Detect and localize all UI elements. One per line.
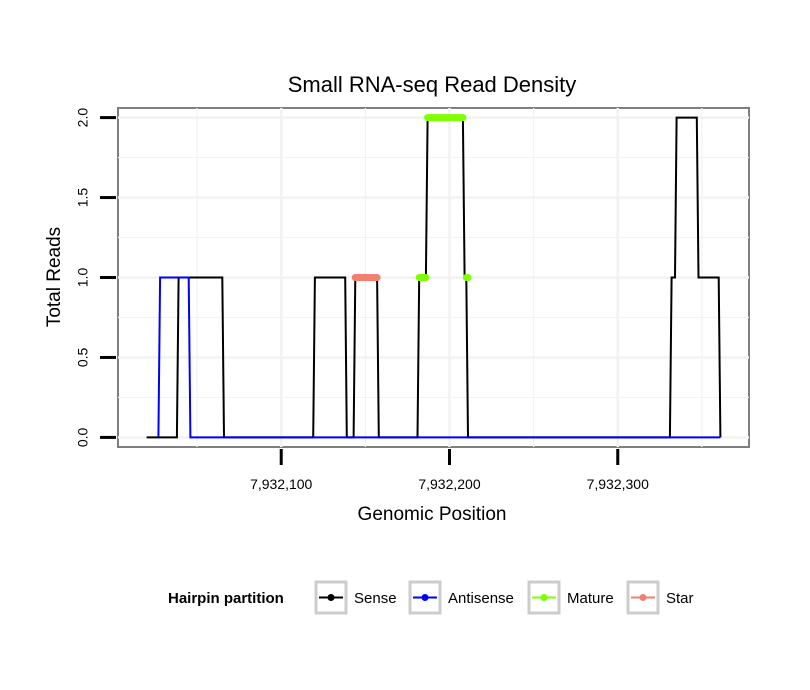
legend-item-antisense: Antisense	[408, 580, 514, 615]
legend-title: Hairpin partition	[168, 590, 284, 607]
legend-label: Mature	[567, 590, 614, 607]
y-tick-label: 1.0	[75, 268, 91, 288]
legend-key-dot	[327, 594, 335, 601]
series-layer	[146, 114, 722, 439]
y-tick-label: 2.0	[75, 108, 91, 128]
y-tick-label: 0.0	[75, 427, 91, 447]
legend-label: Sense	[354, 590, 397, 607]
legend-key-dot	[421, 594, 429, 601]
legend-item-mature: Mature	[527, 580, 614, 615]
x-tick-label: 7,932,100	[250, 476, 312, 492]
legend-item-star: Star	[626, 580, 694, 615]
legend-key-dot	[540, 594, 548, 601]
x-axis-title: Genomic Position	[358, 504, 507, 525]
legend-item-sense: Sense	[314, 580, 397, 615]
legend: Hairpin partition Sense Antisense Mature St…	[168, 580, 694, 615]
legend-label: Star	[666, 590, 694, 607]
x-tick-label: 7,932,300	[587, 476, 649, 492]
x-axis: 7,932,100 7,932,200 7,932,300	[250, 449, 649, 492]
x-tick-label: 7,932,200	[418, 476, 480, 492]
legend-label: Antisense	[448, 590, 514, 607]
legend-key-dot	[639, 594, 647, 601]
series-antisense-line	[157, 276, 721, 439]
y-axis: 0.0 0.5 1.0 1.5 2.0	[75, 108, 116, 447]
chart-title: Small RNA-seq Read Density	[288, 72, 577, 97]
y-tick-label: 1.5	[75, 188, 91, 208]
y-axis-title: Total Reads	[44, 227, 65, 327]
y-tick-label: 0.5	[75, 348, 91, 368]
